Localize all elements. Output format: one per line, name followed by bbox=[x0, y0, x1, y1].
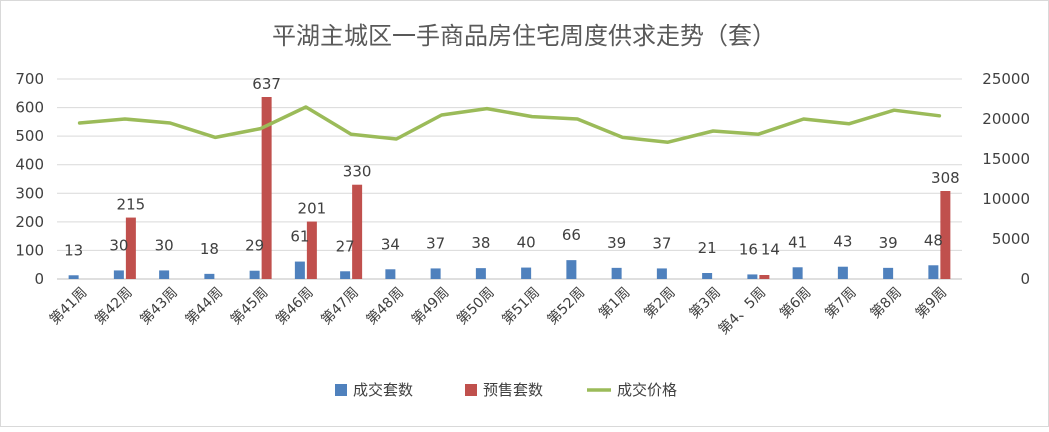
bar-transactions bbox=[928, 265, 938, 279]
data-label-transactions: 39 bbox=[607, 234, 626, 252]
data-label-transactions: 30 bbox=[109, 236, 128, 254]
left-axis-tick-label: 700 bbox=[15, 70, 44, 88]
left-axis-tick-label: 600 bbox=[15, 99, 44, 117]
right-axis-tick-label: 10000 bbox=[982, 190, 1030, 208]
bar-transactions bbox=[521, 268, 531, 279]
data-label-transactions: 43 bbox=[833, 233, 852, 251]
data-label-presale: 14 bbox=[761, 240, 780, 258]
bar-transactions bbox=[612, 268, 622, 279]
data-label-transactions: 18 bbox=[200, 240, 219, 258]
bar-transactions bbox=[340, 271, 350, 279]
bar-transactions bbox=[566, 260, 576, 279]
data-label-transactions: 38 bbox=[471, 234, 490, 252]
bar-transactions bbox=[69, 275, 79, 279]
bar-transactions bbox=[250, 271, 260, 279]
data-label-transactions: 37 bbox=[652, 234, 671, 252]
legend-swatch bbox=[335, 384, 347, 396]
data-label-transactions: 21 bbox=[698, 239, 717, 257]
data-label-transactions: 39 bbox=[879, 234, 898, 252]
data-label-transactions: 13 bbox=[64, 241, 83, 259]
data-label-transactions: 37 bbox=[426, 234, 445, 252]
bar-transactions bbox=[793, 267, 803, 279]
bar-transactions bbox=[431, 268, 441, 279]
legend: 成交套数 预售套数 成交价格 bbox=[335, 381, 677, 399]
bar-presale bbox=[352, 185, 362, 279]
left-axis-tick-label: 100 bbox=[15, 241, 44, 259]
legend-label: 成交价格 bbox=[617, 381, 677, 399]
data-label-presale: 201 bbox=[298, 200, 327, 218]
bar-transactions bbox=[838, 267, 848, 279]
right-axis-tick-label: 15000 bbox=[982, 150, 1030, 168]
data-label-transactions: 30 bbox=[155, 236, 174, 254]
right-axis-tick-label: 25000 bbox=[982, 70, 1030, 88]
bar-presale bbox=[759, 275, 769, 279]
bar-transactions bbox=[385, 269, 395, 279]
left-axis-tick-label: 500 bbox=[15, 127, 44, 145]
data-label-transactions: 34 bbox=[381, 235, 400, 253]
right-axis-tick-label: 20000 bbox=[982, 110, 1030, 128]
bar-transactions bbox=[747, 274, 757, 279]
bar-transactions bbox=[476, 268, 486, 279]
data-label-transactions: 66 bbox=[562, 226, 581, 244]
bar-transactions bbox=[295, 262, 305, 279]
data-label-transactions: 40 bbox=[517, 234, 536, 252]
bar-transactions bbox=[159, 270, 169, 279]
data-label-presale: 215 bbox=[117, 196, 146, 214]
left-axis-tick-label: 300 bbox=[15, 184, 44, 202]
data-label-presale: 308 bbox=[931, 169, 960, 187]
bar-transactions bbox=[114, 270, 124, 279]
legend-label: 预售套数 bbox=[483, 381, 543, 399]
legend-label: 成交套数 bbox=[353, 381, 413, 399]
bar-transactions bbox=[883, 268, 893, 279]
bar-transactions bbox=[657, 268, 667, 279]
data-label-transactions: 16 bbox=[739, 240, 758, 258]
data-label-transactions: 61 bbox=[290, 228, 309, 246]
bar-transactions bbox=[702, 273, 712, 279]
right-axis-tick-label: 5000 bbox=[992, 230, 1030, 248]
left-axis-tick-label: 0 bbox=[34, 270, 44, 288]
data-label-transactions: 41 bbox=[788, 233, 807, 251]
right-axis-tick-label: 0 bbox=[1020, 270, 1030, 288]
bar-transactions bbox=[204, 274, 214, 279]
left-axis-tick-label: 400 bbox=[15, 156, 44, 174]
chart-title: 平湖主城区一手商品房住宅周度供求走势（套） bbox=[272, 22, 776, 50]
data-label-presale: 637 bbox=[252, 75, 281, 93]
data-label-transactions: 48 bbox=[924, 231, 943, 249]
left-axis-tick-label: 200 bbox=[15, 213, 44, 231]
data-label-presale: 330 bbox=[343, 163, 372, 181]
legend-swatch bbox=[465, 384, 477, 396]
data-label-transactions: 27 bbox=[336, 237, 355, 255]
data-label-transactions: 29 bbox=[245, 237, 264, 255]
